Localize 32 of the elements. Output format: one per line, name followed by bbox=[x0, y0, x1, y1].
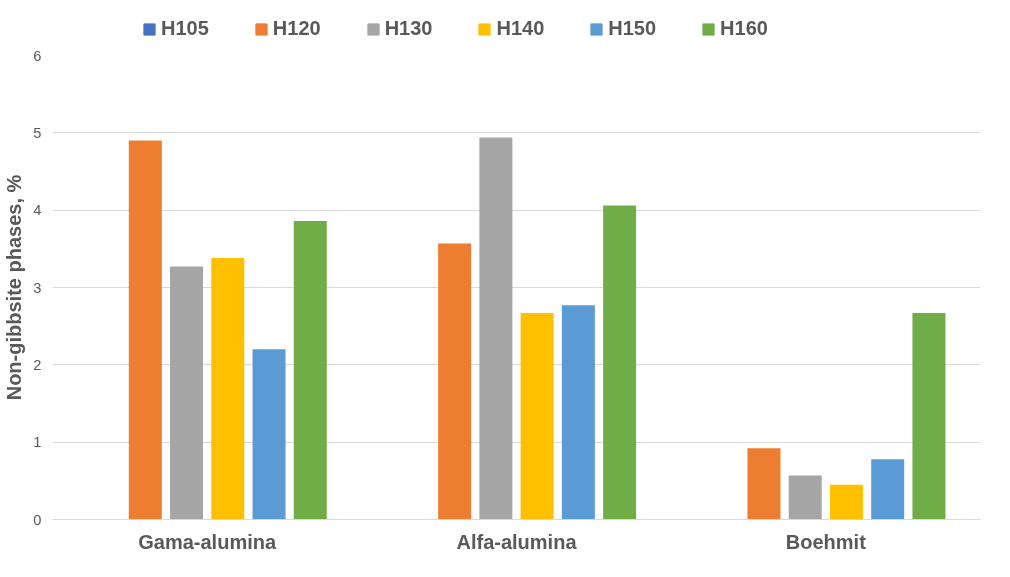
legend-label: H105 bbox=[161, 17, 209, 40]
y-tick-label: 1 bbox=[33, 434, 42, 451]
bar bbox=[788, 475, 822, 520]
bar bbox=[871, 459, 905, 520]
bar bbox=[211, 258, 245, 520]
bar bbox=[747, 448, 781, 520]
y-tick-label: 4 bbox=[33, 202, 42, 219]
bar bbox=[479, 137, 513, 520]
bar bbox=[252, 349, 286, 520]
bar bbox=[170, 266, 204, 520]
bar bbox=[912, 313, 946, 520]
bar bbox=[829, 484, 863, 520]
x-tick-label: Boehmit bbox=[785, 530, 867, 553]
x-tick-label: Alfa-alumina bbox=[456, 530, 578, 553]
y-tick-label: 2 bbox=[33, 356, 42, 373]
bar bbox=[293, 220, 327, 520]
bar bbox=[438, 243, 472, 520]
bar bbox=[561, 305, 595, 520]
bar bbox=[128, 140, 162, 520]
y-axis-title: Non-gibbsite phases, % bbox=[3, 174, 26, 401]
y-tick-label: 0 bbox=[33, 511, 42, 528]
legend-label: H130 bbox=[384, 17, 433, 40]
bar bbox=[603, 205, 637, 520]
x-tick-label: Gama-alumina bbox=[138, 530, 277, 553]
legend-label: H150 bbox=[608, 17, 657, 40]
bar bbox=[520, 313, 554, 520]
y-tick-label: 3 bbox=[33, 279, 42, 296]
y-tick-label: 5 bbox=[33, 124, 42, 141]
y-tick-label: 6 bbox=[33, 47, 42, 64]
legend-label: H140 bbox=[496, 17, 545, 40]
legend-label: H160 bbox=[720, 17, 768, 40]
legend-label: H120 bbox=[272, 17, 321, 40]
